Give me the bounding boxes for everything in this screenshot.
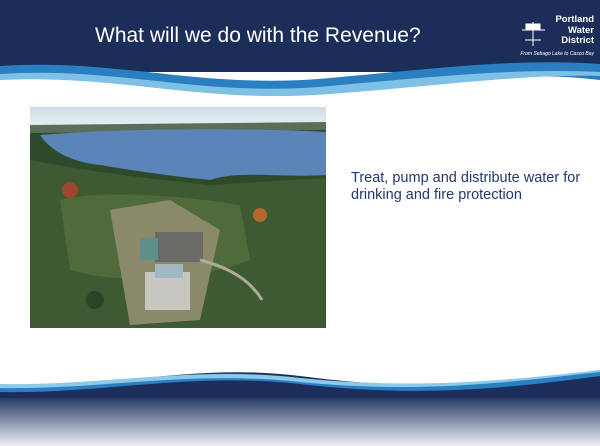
logo-tagline: From Sebago Lake to Casco Bay [520,51,594,57]
slide-graphics [0,0,600,446]
slide: What will we do with the Revenue? Portla… [0,0,600,446]
logo-line: Portland [555,15,594,26]
body-text: Treat, pump and distribute water for dri… [351,170,581,203]
slide-title: What will we do with the Revenue? [95,24,415,48]
photo [30,107,326,328]
logo-text: Portland Water District [555,15,594,47]
footer-band [0,395,600,446]
logo-line: District [555,36,594,47]
